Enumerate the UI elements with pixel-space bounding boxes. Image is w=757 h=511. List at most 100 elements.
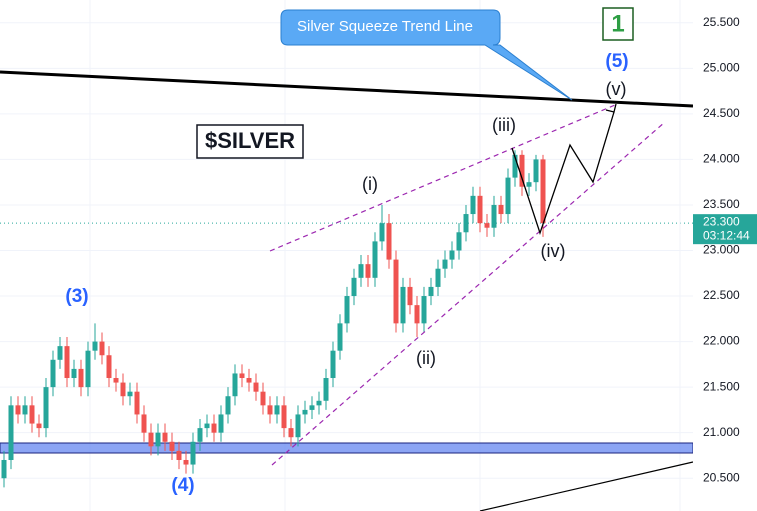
candle-body bbox=[477, 195, 483, 224]
y-tick-label: 21.500 bbox=[703, 379, 740, 393]
countdown: 03:12:44 bbox=[703, 228, 750, 242]
candle-body bbox=[470, 195, 476, 215]
candle-body bbox=[365, 264, 371, 278]
candle-body bbox=[169, 441, 175, 451]
candle-body bbox=[442, 259, 448, 269]
candle-body bbox=[106, 355, 112, 379]
callout-text: Silver Squeeze Trend Line bbox=[297, 18, 473, 35]
candle-body bbox=[253, 382, 259, 392]
y-tick-label: 23.500 bbox=[703, 197, 740, 211]
candle-body bbox=[155, 432, 161, 447]
candle-body bbox=[323, 378, 329, 401]
candle-body bbox=[190, 441, 196, 465]
y-tick-label: 23.000 bbox=[703, 243, 740, 257]
wave-label: (i) bbox=[362, 174, 378, 194]
candle-body bbox=[386, 223, 392, 260]
y-tick-label: 21.000 bbox=[703, 425, 740, 439]
candle-body bbox=[540, 159, 546, 224]
y-tick-label: 25.000 bbox=[703, 60, 740, 74]
wave-label: (iii) bbox=[492, 115, 516, 135]
candle-body bbox=[407, 286, 413, 306]
candle-body bbox=[302, 409, 308, 415]
candle-body bbox=[22, 405, 28, 415]
candle-body bbox=[64, 346, 70, 379]
candle-body bbox=[1, 459, 7, 479]
y-tick-label: 24.000 bbox=[703, 152, 740, 166]
y-tick-label: 25.500 bbox=[703, 15, 740, 29]
candle-body bbox=[239, 373, 245, 379]
candle-body bbox=[99, 341, 105, 356]
candle-body bbox=[127, 391, 133, 397]
candle-body bbox=[8, 405, 14, 460]
wave-label: (ii) bbox=[416, 348, 436, 368]
candle-body bbox=[246, 378, 252, 383]
candle-body bbox=[211, 423, 217, 433]
candle-body bbox=[295, 414, 301, 438]
candle-body bbox=[449, 250, 455, 260]
candle-body bbox=[267, 405, 273, 415]
channel-lower bbox=[271, 121, 666, 466]
candle-body bbox=[134, 391, 140, 415]
candle-body bbox=[414, 305, 420, 324]
candle-body bbox=[92, 341, 98, 351]
wave-label: (iv) bbox=[541, 241, 566, 261]
candle-body bbox=[260, 391, 266, 406]
candle-body bbox=[484, 223, 490, 228]
candle-body bbox=[505, 177, 511, 215]
candle-body bbox=[29, 405, 35, 424]
y-tick-label: 22.500 bbox=[703, 288, 740, 302]
candle-body bbox=[288, 428, 294, 438]
candle-body bbox=[309, 405, 315, 410]
symbol-box bbox=[196, 124, 304, 159]
candle-body bbox=[57, 346, 63, 360]
candle-body bbox=[148, 432, 154, 447]
lower-line bbox=[479, 461, 694, 511]
candle-body bbox=[533, 159, 539, 183]
candle-body bbox=[281, 405, 287, 429]
candle-body bbox=[43, 387, 49, 429]
candle-body bbox=[204, 423, 210, 429]
badge: 1 bbox=[611, 10, 624, 37]
wave-label: (5) bbox=[605, 51, 628, 72]
wave-label: (3) bbox=[65, 286, 88, 307]
candle-body bbox=[274, 405, 280, 415]
candle-body bbox=[71, 368, 77, 379]
candle-body bbox=[421, 296, 427, 324]
grid bbox=[0, 22, 693, 479]
last-price-box bbox=[693, 214, 757, 245]
candle-body bbox=[526, 182, 532, 187]
candle-body bbox=[330, 350, 336, 379]
projection-arrow bbox=[605, 103, 617, 113]
candle-body bbox=[435, 268, 441, 287]
candle-body bbox=[162, 432, 168, 442]
candles bbox=[1, 150, 546, 488]
support-zone bbox=[0, 442, 694, 454]
candle-body bbox=[197, 428, 203, 442]
y-tick-label: 22.000 bbox=[703, 334, 740, 348]
wave-label: (4) bbox=[171, 475, 194, 496]
candle-body bbox=[141, 414, 147, 433]
candle-body bbox=[498, 204, 504, 215]
candle-body bbox=[428, 286, 434, 297]
candle-body bbox=[15, 405, 21, 415]
candle-body bbox=[50, 359, 56, 388]
wave-label: (v) bbox=[606, 79, 627, 99]
candle-body bbox=[232, 373, 238, 397]
candle-body bbox=[176, 450, 182, 460]
candle-body bbox=[85, 350, 91, 388]
trend-line bbox=[0, 70, 694, 108]
candle-body bbox=[78, 368, 84, 388]
candle-body bbox=[512, 154, 518, 178]
candle-body bbox=[351, 277, 357, 297]
candle-body bbox=[393, 259, 399, 324]
candle-body bbox=[519, 154, 525, 187]
price-axis bbox=[693, 0, 757, 511]
candle-body bbox=[113, 378, 119, 383]
candle-body bbox=[344, 296, 350, 324]
callout-box bbox=[280, 9, 573, 101]
last-price-label: 23.300 bbox=[703, 214, 740, 228]
candle-body bbox=[358, 264, 364, 278]
candle-body bbox=[183, 459, 189, 465]
candle-body bbox=[218, 414, 224, 433]
